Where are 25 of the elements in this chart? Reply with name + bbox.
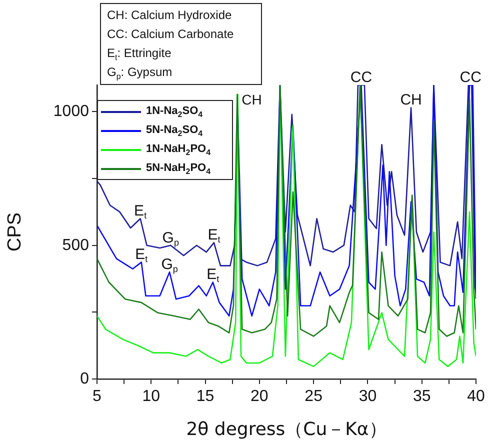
x-tick-label: 10: [142, 388, 160, 406]
legend-label: 5N-Na$_{2}$SO$_{4}$: [146, 123, 203, 140]
text: E$_{t}$: Ettringite: [107, 45, 172, 63]
x-tick-label: 35: [412, 388, 431, 406]
annotation: CH: [400, 92, 422, 109]
y-tick-label: 500: [62, 236, 90, 254]
annotation: CC: [350, 69, 372, 86]
x-axis-title: 2θ degress（Cu－Kα）: [186, 418, 387, 440]
x-tick-label: 15: [196, 388, 214, 406]
text: CC: Calcium Carbonate: [107, 26, 235, 43]
legend-label: 1N-NaH$_{2}$PO$_{4}$: [146, 142, 211, 159]
annotation: CH: [242, 91, 262, 108]
legend-label: 5N-NaH$_{2}$PO$_{4}$: [146, 161, 211, 178]
y-tick-label: 1000: [53, 103, 90, 120]
x-tick-label: 40: [467, 388, 485, 406]
text: G$_{p}$: Gypsum: [107, 64, 174, 82]
x-tick-label: 5: [92, 388, 102, 406]
x-tick-label: 25: [304, 388, 323, 406]
x-tick-label: 30: [358, 388, 377, 406]
text: CH: Calcium Hydroxide: [107, 7, 233, 24]
x-tick-label: 20: [250, 388, 268, 406]
y-tick-label: 0: [80, 370, 90, 388]
annotation: CC: [460, 69, 482, 86]
y-axis-title: CPS: [4, 212, 26, 252]
legend-label: 1N-Na$_{2}$SO$_{4}$: [146, 104, 203, 121]
